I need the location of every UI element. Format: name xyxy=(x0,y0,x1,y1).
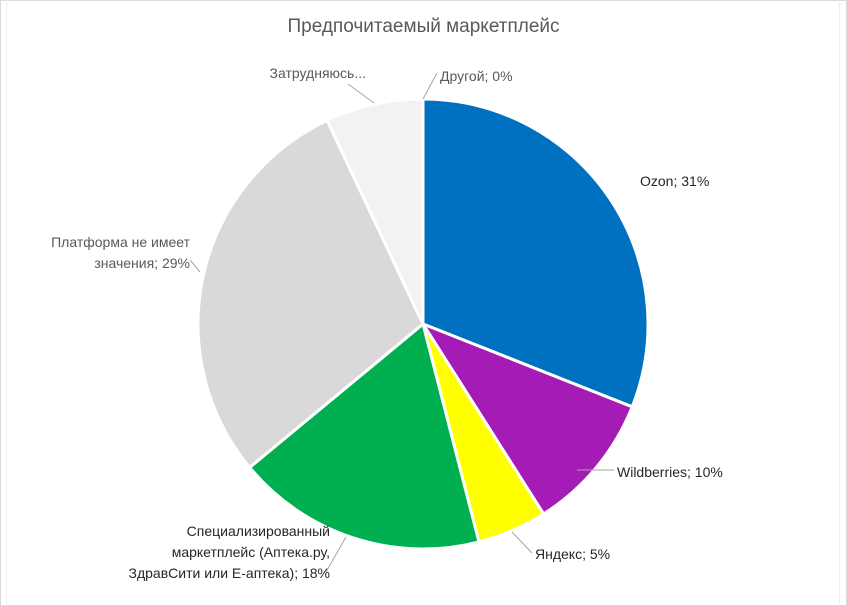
leader-line xyxy=(511,531,533,554)
leader-line xyxy=(189,259,201,273)
leader-line xyxy=(422,72,438,100)
data-label: маркетплейс (Аптека.ру, xyxy=(172,544,330,560)
data-label: Wildberries; 10% xyxy=(617,464,723,480)
data-label: Затрудняюсь... xyxy=(270,65,366,81)
pie-slice xyxy=(421,97,650,409)
data-label: Ozon; 31% xyxy=(640,173,709,189)
data-label: ЗдравСити или Е-аптека); 18% xyxy=(129,565,330,581)
data-label: Платформа не имеет xyxy=(51,234,190,250)
pie-slice xyxy=(325,97,425,325)
data-label: Другой; 0% xyxy=(440,68,513,84)
leader-line xyxy=(325,536,347,573)
sheet-gridline xyxy=(839,0,840,606)
data-label: значения; 29% xyxy=(94,255,190,271)
sheet-gridline xyxy=(6,0,7,606)
chart-title: Предпочитаемый маркетплейс xyxy=(287,16,560,37)
pie-slice xyxy=(247,321,481,551)
leader-line xyxy=(347,83,375,104)
pie-slice xyxy=(419,320,635,517)
data-label: Специализированный xyxy=(187,523,330,539)
data-label: Яндекс; 5% xyxy=(535,546,610,562)
